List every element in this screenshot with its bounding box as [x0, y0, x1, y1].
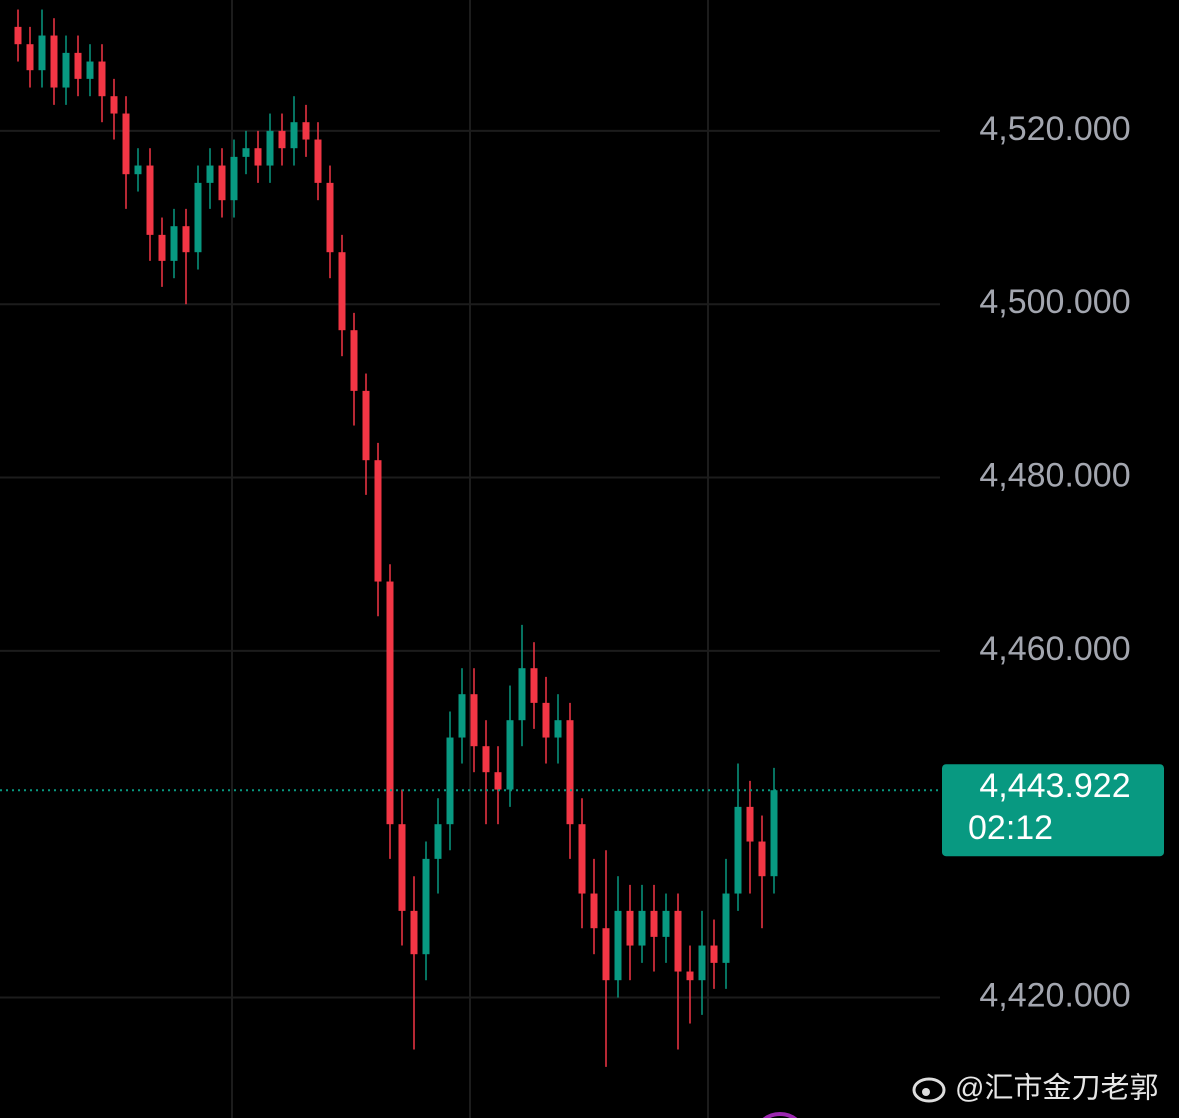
candle-body: [254, 148, 262, 166]
candle-body: [530, 668, 538, 703]
candle-body: [458, 694, 466, 738]
candle-body: [50, 35, 58, 88]
candle-body: [182, 226, 190, 253]
candle-body: [314, 139, 322, 183]
candle-body: [482, 746, 490, 773]
y-tick-label: 4,500.000: [979, 283, 1130, 321]
candle-body: [26, 44, 34, 71]
candle-body: [746, 806, 754, 842]
candle-body: [398, 824, 406, 911]
candle-body: [362, 390, 370, 461]
candle-body: [62, 52, 70, 88]
candle-body: [122, 113, 130, 175]
candle-body: [98, 61, 106, 97]
candle-body: [590, 893, 598, 929]
candle-body: [710, 945, 718, 963]
candle-body: [38, 35, 46, 71]
candle-body: [638, 910, 646, 946]
candle-body: [650, 910, 658, 937]
watermark-text: @汇市金刀老郭: [955, 1072, 1158, 1105]
candle-body: [770, 790, 778, 877]
candle-body: [506, 720, 514, 790]
candle-body: [242, 148, 250, 157]
candle-body: [14, 26, 22, 45]
candle-body: [266, 130, 274, 166]
candle-body: [74, 52, 82, 79]
candle-body: [158, 234, 166, 261]
y-tick-label: 4,420.000: [979, 977, 1130, 1015]
candle-body: [86, 61, 94, 79]
candle-body: [374, 460, 382, 582]
candle-body: [446, 737, 454, 825]
candle-body: [386, 581, 394, 825]
candle-body: [494, 772, 502, 790]
candle-body: [290, 122, 298, 149]
candle-body: [146, 165, 154, 235]
candle-body: [218, 165, 226, 201]
candle-body: [302, 122, 310, 140]
candle-body: [470, 694, 478, 747]
candle-body: [434, 824, 442, 859]
candle-body: [230, 156, 238, 201]
watermark: @汇市金刀老郭: [912, 1072, 1158, 1105]
candle-body: [410, 910, 418, 955]
candle-body: [686, 971, 694, 981]
candle-body: [422, 858, 430, 955]
candle-body: [542, 702, 550, 738]
candle-body: [134, 165, 142, 175]
candle-body: [626, 910, 634, 946]
candle-body: [194, 182, 202, 253]
y-tick-label: 4,520.000: [979, 110, 1130, 148]
candle-body: [206, 165, 214, 183]
candle-body: [698, 945, 706, 981]
candle-body: [734, 806, 742, 894]
indicator-circle: [762, 1112, 798, 1118]
candle-body: [674, 910, 682, 972]
candle-body: [518, 668, 526, 721]
candle-body: [338, 252, 346, 331]
candle-body: [110, 96, 118, 114]
countdown-label: 02:12: [968, 809, 1053, 847]
y-tick-label: 4,460.000: [979, 630, 1130, 668]
weibo-icon: [912, 1077, 946, 1103]
grid: [0, 129, 940, 999]
weibo-icon-eye: [922, 1088, 930, 1096]
candle-body: [578, 824, 586, 894]
candle-body: [722, 893, 730, 963]
candle-body: [170, 226, 178, 261]
candle-body: [278, 130, 286, 149]
y-tick-label: 4,480.000: [979, 457, 1130, 495]
candle-body: [566, 720, 574, 825]
candle-body: [350, 330, 358, 391]
y-axis: 4,420.000 4,460.000 4,480.000 4,500.000 4,52…: [979, 110, 1130, 1015]
candles: [14, 9, 778, 1067]
last-price-tag: [942, 764, 1164, 857]
candle-body: [326, 182, 334, 253]
candle-body: [602, 928, 610, 981]
last-price: 4,443.922 02:12: [0, 764, 1164, 857]
candle-body: [554, 720, 562, 738]
candle-body: [662, 910, 670, 937]
candle-body: [758, 841, 766, 877]
candle-body: [614, 910, 622, 981]
last-price-label: 4,443.922: [979, 767, 1130, 805]
